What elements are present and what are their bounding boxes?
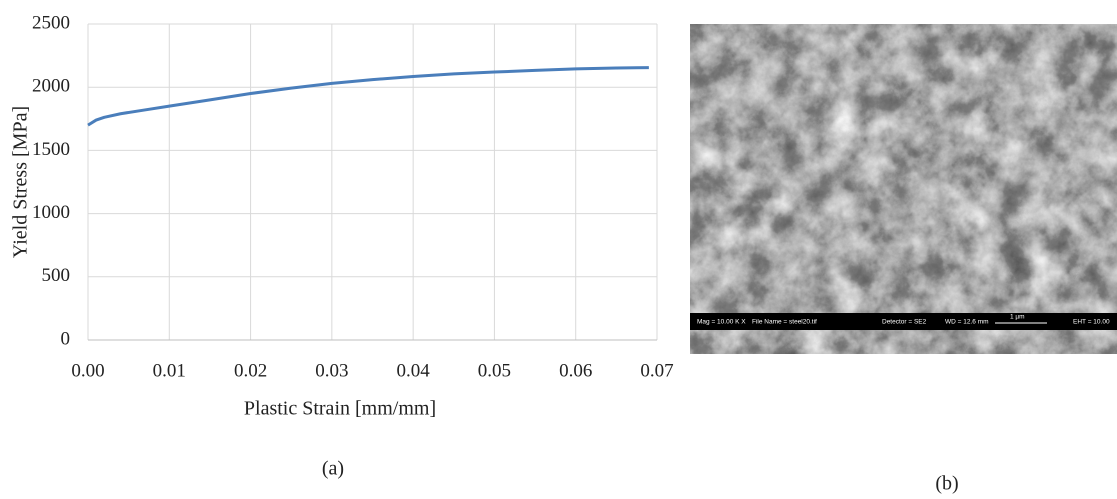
x-tick-label: 0.04 <box>397 360 431 381</box>
scale-text: 1 µm <box>1010 314 1025 321</box>
x-tick-label: 0.07 <box>640 360 673 381</box>
x-tick-label: 0.01 <box>153 360 186 381</box>
panel-label: (b) <box>935 473 958 495</box>
info-text: WD = 12.6 mm <box>945 319 989 326</box>
x-tick-label: 0.02 <box>234 360 267 381</box>
info-bar <box>690 313 1117 330</box>
y-tick-label: 2500 <box>32 12 70 33</box>
info-text: Mag = 10.00 K X <box>697 319 746 326</box>
x-axis-title: Plastic Strain [mm/mm] <box>244 398 436 420</box>
info-text: File Name = steel20.tif <box>752 319 817 326</box>
x-tick-label: 0.03 <box>315 360 348 381</box>
sem-image: Mag = 10.00 K X File Name = steel20.tif … <box>690 24 1117 354</box>
y-tick-label: 500 <box>42 265 71 286</box>
info-text: EHT = 10.00 <box>1073 319 1110 326</box>
panel-label: (a) <box>322 458 344 480</box>
y-axis-title: Yield Stress [MPa] <box>10 106 32 258</box>
x-tick-label: 0.00 <box>71 360 104 381</box>
data-line <box>87 66 649 127</box>
y-tick-label: 1500 <box>32 139 70 160</box>
x-tick-label: 0.05 <box>478 360 511 381</box>
x-tick-label: 0.06 <box>559 360 592 381</box>
y-tick-label: 0 <box>61 328 71 349</box>
micrograph <box>690 24 1117 354</box>
chart: 0 500 1000 1500 2000 2500 0.00 0.01 0.02 0.03 0.04… <box>32 12 674 381</box>
info-text: Detector = SE2 <box>882 319 927 326</box>
y-tick-label: 1000 <box>32 202 70 223</box>
y-tick-label: 2000 <box>32 76 70 97</box>
